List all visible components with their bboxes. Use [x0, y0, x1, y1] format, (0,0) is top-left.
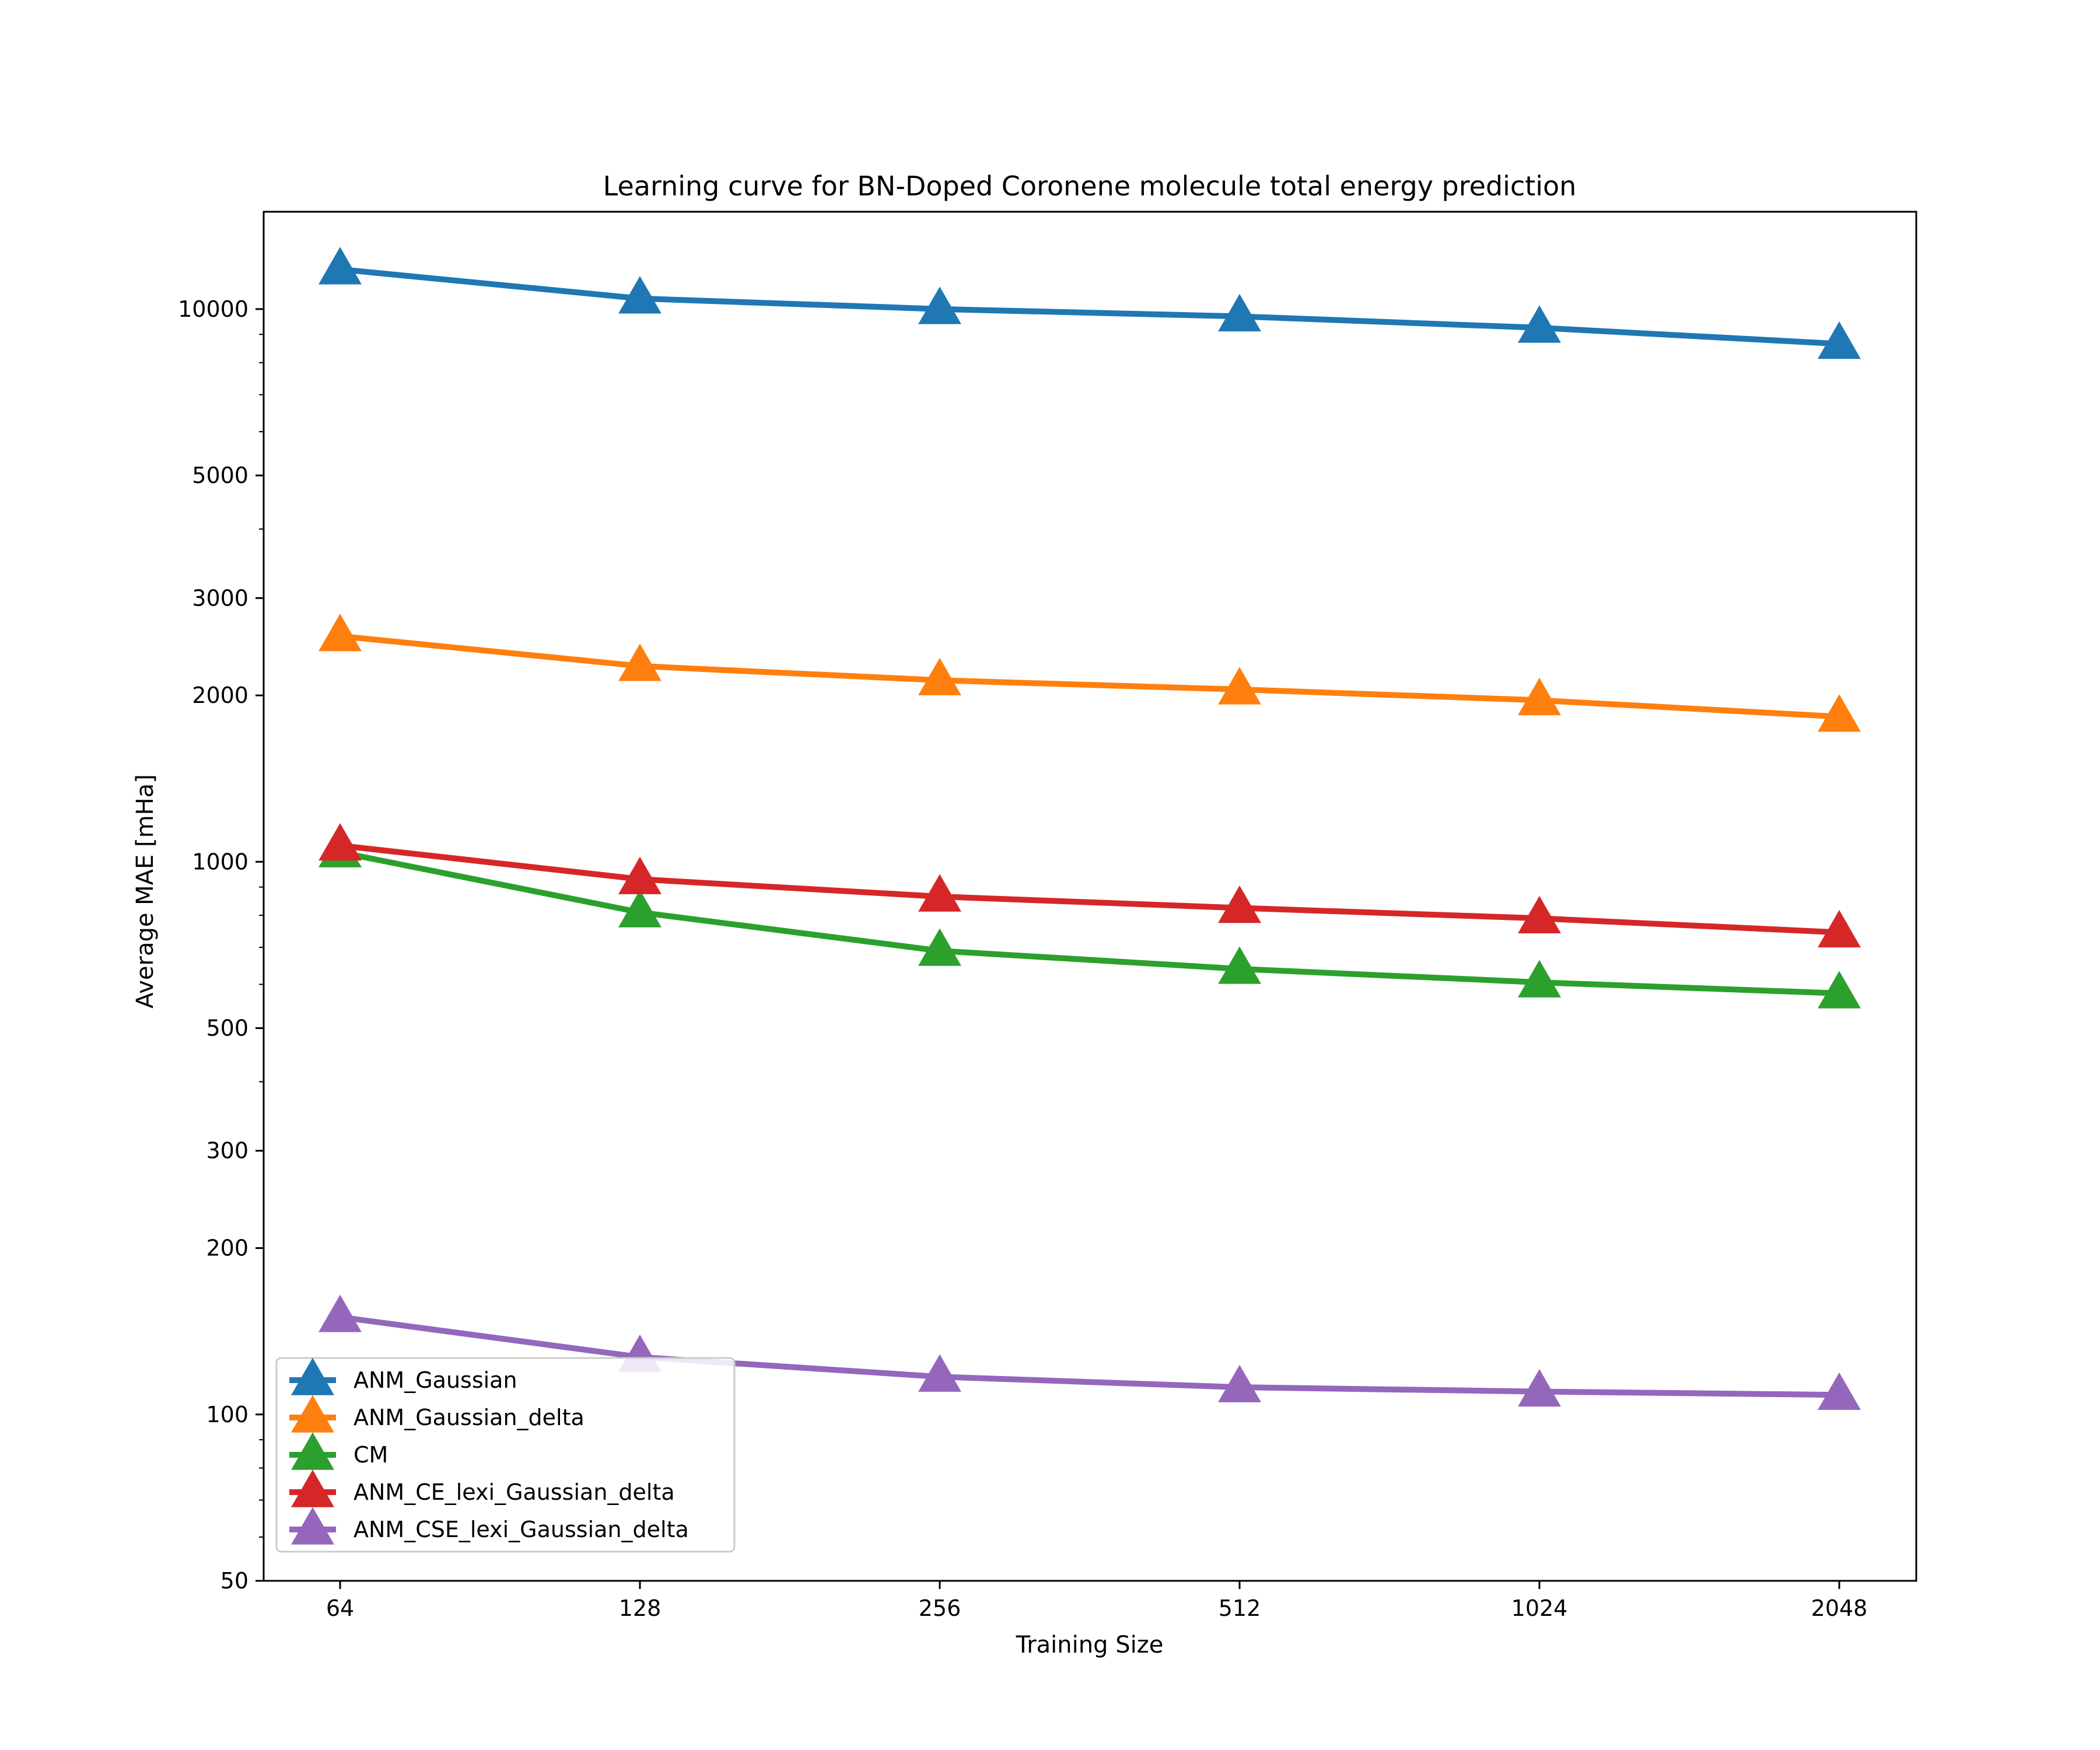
- series-line: [340, 842, 1840, 936]
- y-tick-label: 500: [206, 1016, 249, 1041]
- legend-label: ANM_CSE_lexi_Gaussian_delta: [354, 1517, 689, 1542]
- legend-marker: [291, 1507, 334, 1545]
- legend-box: [275, 1357, 736, 1553]
- y-tick-label: 1000: [192, 849, 249, 874]
- legend-label: ANM_CE_lexi_Gaussian_delta: [354, 1479, 675, 1505]
- x-tick-label: 1024: [1511, 1595, 1568, 1621]
- data-point: [1218, 946, 1261, 984]
- data-point: [1818, 694, 1861, 732]
- y-tick-label: 50: [220, 1568, 249, 1594]
- y-tick-label: 200: [206, 1236, 249, 1261]
- legend-label: ANM_Gaussian_delta: [354, 1405, 584, 1430]
- series-ANM_Gaussian: [318, 247, 1861, 359]
- data-point: [1518, 677, 1561, 716]
- data-point: [1818, 909, 1861, 948]
- x-tick-label: 128: [619, 1595, 662, 1621]
- series-line: [340, 633, 1840, 720]
- data-point: [918, 286, 961, 324]
- legend-marker: [291, 1357, 334, 1395]
- legend: ANM_Gaussian ANM_Gaussian_delta CM ANM_CE_l…: [275, 1357, 736, 1553]
- y-tick-label: 5000: [192, 463, 249, 488]
- data-point: [1518, 960, 1561, 998]
- data-point: [918, 1354, 961, 1392]
- series-ANM_CSE_lexi_Gaussian_delta: [318, 1294, 1861, 1410]
- x-axis-label: Training Size: [1016, 1632, 1164, 1658]
- data-point: [1518, 305, 1561, 343]
- y-tick-label: 10000: [178, 296, 249, 322]
- data-point: [618, 890, 662, 928]
- legend-item: ANM_Gaussian: [289, 1357, 517, 1395]
- series-ANM_CE_lexi_Gaussian_delta: [318, 822, 1861, 948]
- legend-marker: [291, 1432, 334, 1470]
- data-point: [618, 643, 662, 681]
- y-axis-label: Average MAE [mHa]: [132, 774, 159, 1009]
- data-point: [1218, 1364, 1261, 1402]
- legend-marker: [291, 1469, 334, 1507]
- plot-area: [318, 247, 1861, 1410]
- data-point: [918, 657, 961, 695]
- data-point: [318, 822, 362, 861]
- data-point: [618, 276, 662, 314]
- legend-marker: [291, 1395, 334, 1433]
- data-point: [1518, 1369, 1561, 1407]
- data-point: [318, 1294, 362, 1332]
- data-point: [1818, 321, 1861, 359]
- x-tick-label: 2048: [1811, 1595, 1868, 1621]
- data-point: [918, 874, 961, 912]
- axes-frame: [262, 211, 1917, 1582]
- data-point: [1218, 885, 1261, 923]
- y-tick-label: 3000: [192, 585, 249, 611]
- legend-label: CM: [354, 1442, 388, 1468]
- legend-item: CM: [289, 1432, 388, 1470]
- data-point: [318, 614, 362, 652]
- x-tick-label: 256: [919, 1595, 961, 1621]
- series-line: [340, 849, 1840, 996]
- y-tick-label: 300: [206, 1138, 249, 1164]
- chart-title: Learning curve for BN-Doped Coronene mol…: [603, 170, 1577, 202]
- data-point: [1218, 293, 1261, 332]
- legend-item: ANM_CSE_lexi_Gaussian_delta: [289, 1507, 689, 1545]
- series-ANM_Gaussian_delta: [318, 614, 1861, 732]
- data-point: [1818, 1372, 1861, 1410]
- series-line: [340, 266, 1840, 347]
- x-tick-label: 512: [1219, 1595, 1261, 1621]
- legend-label: ANM_Gaussian: [354, 1367, 517, 1393]
- y-tick-label: 2000: [192, 682, 249, 708]
- data-point: [1818, 971, 1861, 1009]
- data-point: [1518, 895, 1561, 934]
- x-tick-label: 64: [326, 1595, 354, 1621]
- data-point: [318, 247, 362, 285]
- data-point: [918, 928, 961, 966]
- data-point: [1218, 667, 1261, 705]
- series-line: [340, 1314, 1840, 1398]
- legend-item: ANM_CE_lexi_Gaussian_delta: [289, 1469, 675, 1507]
- y-tick-label: 100: [206, 1402, 249, 1427]
- axes: 64 128 256 512 1024 2048 50 100 200 300 500 1000 200…: [178, 211, 1917, 1621]
- legend-item: ANM_Gaussian_delta: [289, 1395, 584, 1433]
- data-point: [618, 856, 662, 894]
